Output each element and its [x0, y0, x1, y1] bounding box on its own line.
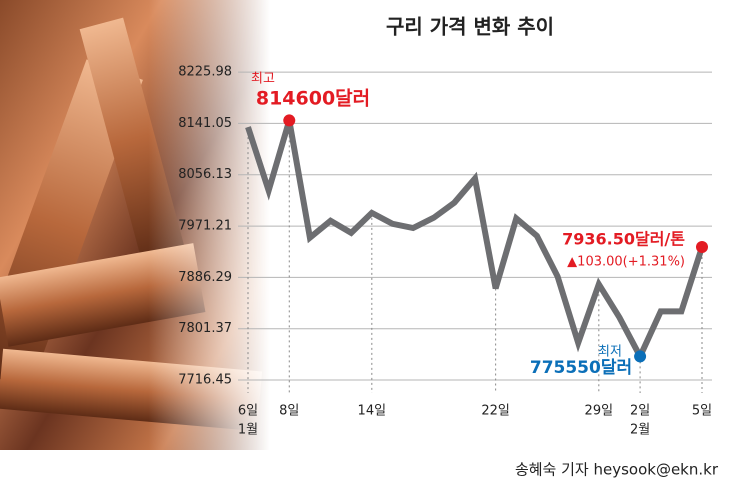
x-tick-label: 2일	[630, 404, 650, 419]
x-tick-label: 29일	[585, 404, 614, 419]
x-month-label: 1월	[238, 423, 258, 438]
annotation: 최저	[598, 345, 622, 360]
y-tick-label: 7801.37	[178, 321, 232, 336]
credit: 송혜숙 기자 heysook@ekn.kr	[515, 461, 719, 479]
y-tick-label: 8141.05	[178, 116, 232, 131]
annotation: ▲103.00(+1.31%)	[567, 255, 685, 270]
x-tick-label: 14일	[358, 404, 387, 419]
highlight-point	[696, 241, 708, 254]
price-line	[245, 119, 705, 364]
y-tick-label: 7886.29	[178, 270, 232, 285]
highlight-point	[283, 114, 296, 127]
y-tick-label: 8225.98	[178, 65, 232, 80]
y-tick-label: 7971.21	[178, 219, 232, 234]
chart-title: 구리 가격 변화 추이	[386, 15, 554, 39]
annotation: 7936.50달러/톤	[562, 230, 685, 249]
x-tick-label: 22일	[481, 404, 510, 419]
annotation: 814600달러	[256, 88, 370, 110]
photo	[0, 0, 270, 450]
x-tick-label: 5일	[692, 404, 712, 419]
y-tick-label: 7716.45	[178, 373, 232, 388]
x-tick-label: 6일	[238, 404, 258, 419]
y-tick-label: 8056.13	[178, 167, 232, 182]
annotation: 775550달러	[530, 357, 632, 378]
highlight-point	[634, 350, 647, 363]
x-month-label: 2월	[630, 423, 650, 438]
x-tick-label: 8일	[279, 404, 299, 419]
annotation: 최고	[251, 72, 275, 87]
